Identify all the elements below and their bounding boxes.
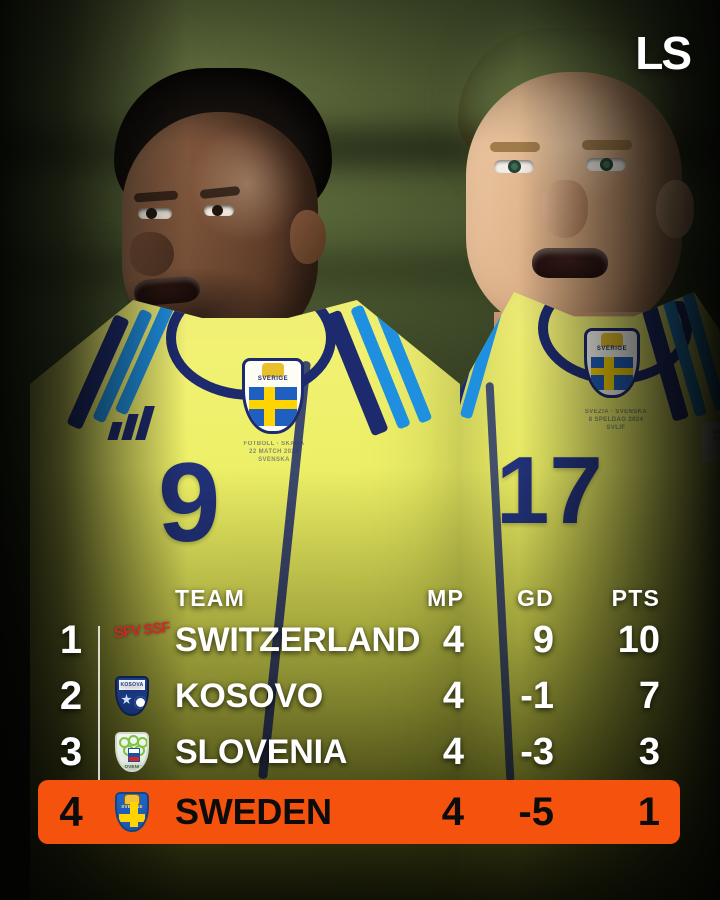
- column-header-team: TEAM: [175, 585, 245, 611]
- column-header-pts: PTS: [611, 585, 660, 611]
- adidas-logo-icon: [107, 404, 162, 440]
- sweden-crest-icon: SVERIGE: [242, 358, 304, 434]
- rank-divider: [98, 626, 100, 796]
- column-header-mp: MP: [427, 585, 464, 611]
- switzerland-badge-icon: SFV SSF: [113, 619, 171, 660]
- kosovo-badge-icon: KOSOVA: [115, 676, 149, 716]
- row-rank: 1: [59, 617, 83, 662]
- row-mp: 4: [442, 618, 464, 661]
- table-row[interactable]: 3 SLOVENIJA SLOVENIA 4 -3 3: [0, 724, 720, 780]
- player-left-pupil: [146, 208, 157, 219]
- shirt-number: 9: [158, 440, 221, 565]
- row-mp: 4: [442, 674, 464, 717]
- row-pts: 3: [638, 730, 660, 773]
- row-badge: SLOVENIJA: [104, 724, 160, 780]
- row-badge: SFV SSF: [104, 612, 171, 668]
- player-right-brow-2: [582, 140, 632, 150]
- player-right-pupil: [508, 160, 521, 173]
- shirt-number-2: 17: [496, 437, 603, 544]
- row-mp: 4: [441, 789, 464, 834]
- row-badge: KOSOVA: [104, 668, 160, 724]
- table-row[interactable]: 2 KOSOVA KOSOVO 4 -1 7: [0, 668, 720, 724]
- row-pts: 7: [638, 674, 660, 717]
- row-pts: 1: [637, 789, 660, 834]
- kosovo-badge-text: KOSOVA: [119, 680, 145, 690]
- crest-wordmark-2: SVERIGE: [596, 346, 628, 352]
- sweden-badge-icon: SVERIGE: [115, 792, 149, 832]
- player-right-ear: [656, 180, 694, 238]
- row-team-name: SWITZERLAND: [175, 620, 421, 659]
- table-header-row: TEAM MP GD PTS: [0, 572, 720, 612]
- row-team-name: KOSOVO: [175, 676, 324, 715]
- row-team-name: SLOVENIA: [175, 732, 348, 771]
- standings-table: TEAM MP GD PTS 1 SFV SSF SWITZERLAND 4 9…: [0, 572, 720, 844]
- switzerland-badge-text: SFV SSF: [113, 619, 171, 642]
- player-left-pupil-2: [212, 205, 223, 216]
- row-gd: -1: [520, 674, 554, 717]
- row-team-name: SWEDEN: [175, 791, 332, 832]
- row-pts: 10: [617, 618, 660, 661]
- sweden-crest-icon-2: SVERIGE: [584, 328, 640, 398]
- livescore-logo[interactable]: LS: [635, 27, 692, 79]
- row-rank: 4: [59, 788, 83, 835]
- player-right-nose: [542, 180, 588, 238]
- player-left-ear: [290, 210, 326, 264]
- player-right-brow: [490, 142, 540, 152]
- crest-wordmark: SVERIGE: [257, 376, 289, 382]
- slovenia-badge-text: SLOVENIJA: [118, 764, 146, 769]
- row-badge: SVERIGE: [104, 780, 160, 844]
- row-mp: 4: [442, 730, 464, 773]
- jersey-sponsor-text: FOTBOLL · SKADA 22 MATCH 2024 SVENSKA: [243, 441, 305, 463]
- player-right-pupil-2: [600, 158, 613, 171]
- player-right-mouth: [532, 248, 608, 278]
- row-gd: -3: [520, 730, 554, 773]
- uefa-patch-icon: UEFAFOL: [702, 422, 720, 462]
- row-gd: -5: [518, 789, 554, 834]
- table-row-highlighted[interactable]: 4 SVERIGE SWEDEN 4 -5 1: [0, 780, 720, 844]
- jersey-sponsor-text-2: SVEZIA · SVENSKA 8 SPELDAG 2024 SVLIF: [584, 409, 648, 431]
- slovenia-badge-icon: SLOVENIJA: [115, 732, 149, 772]
- row-gd: 9: [532, 618, 554, 661]
- table-row[interactable]: 1 SFV SSF SWITZERLAND 4 9 10: [0, 612, 720, 668]
- row-rank: 3: [59, 729, 83, 774]
- column-header-gd: GD: [517, 585, 554, 611]
- row-rank: 2: [59, 673, 83, 718]
